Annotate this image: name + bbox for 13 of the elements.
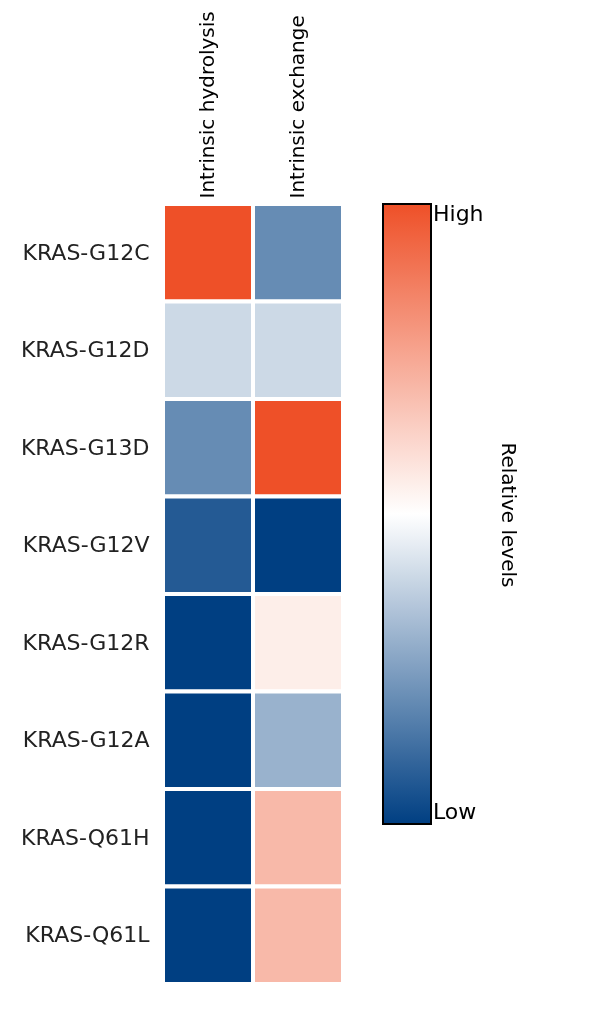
y-tick-label: KRAS-Q61L (25, 922, 151, 948)
color-bar-title: Relative levels (497, 442, 521, 588)
color-bar-label: Low (433, 799, 477, 824)
x-tick-label: Intrinsic hydrolysis (195, 11, 219, 199)
y-tick-label: KRAS-G13D (20, 434, 150, 460)
y-tick-label: KRAS-G12V (22, 532, 150, 558)
color-bar-label: High (433, 201, 484, 226)
y-tick-label: KRAS-G12R (22, 629, 150, 655)
y-tick-label: KRAS-G12C (22, 239, 150, 265)
y-tick-label: KRAS-G12A (22, 727, 150, 753)
y-tick-label: KRAS-Q61H (21, 824, 150, 850)
y-tick-label: KRAS-G12D (20, 337, 150, 363)
x-tick-label: Intrinsic exchange (285, 15, 309, 199)
